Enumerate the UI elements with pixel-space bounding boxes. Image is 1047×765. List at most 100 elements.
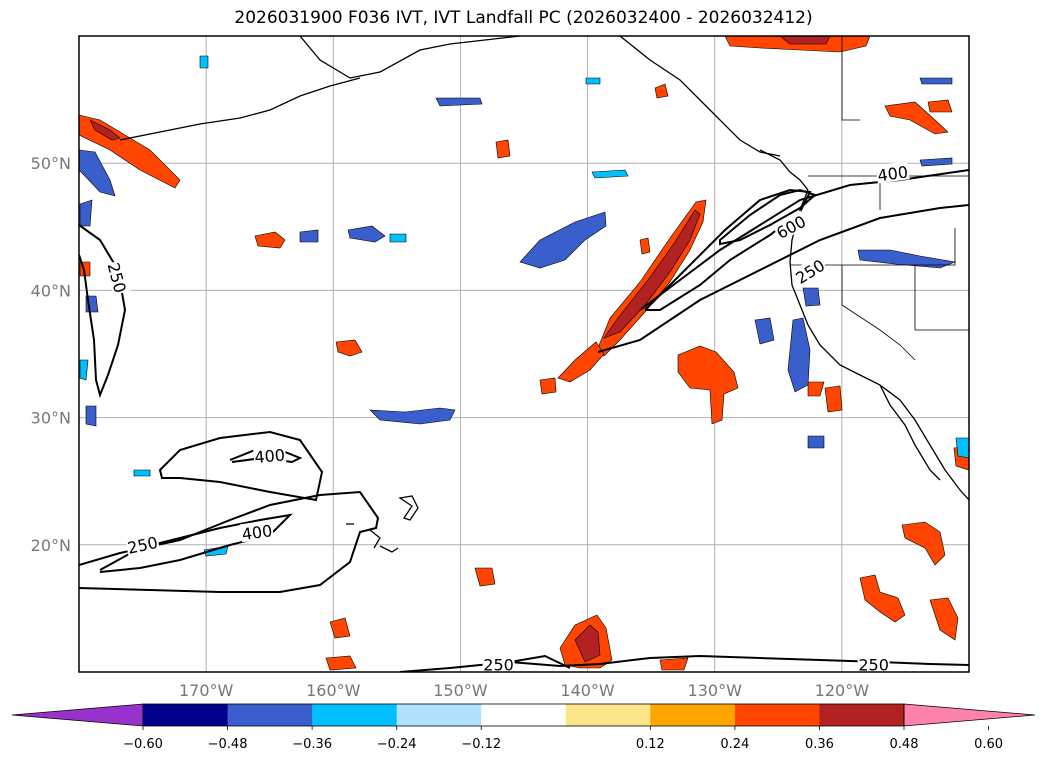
pc-area-misc-11 xyxy=(807,381,825,397)
baja-peninsula xyxy=(879,384,941,481)
pc-area-neg-ca-2 xyxy=(754,317,775,345)
pc-area-misc-13 xyxy=(654,83,669,99)
contour-label: 400 xyxy=(254,445,286,467)
pc-area-ar-tail xyxy=(557,341,605,383)
colorbar-segment xyxy=(312,704,398,726)
contour-label: 250 xyxy=(126,533,160,558)
bc-coast xyxy=(759,149,809,191)
contour-400-c xyxy=(99,513,293,573)
colorbar-tick-label: −0.24 xyxy=(377,737,417,752)
pc-area-hawaii-east xyxy=(677,345,739,425)
colorbar-extend-high xyxy=(903,703,1036,727)
pc-area-neg-misc-1 xyxy=(133,469,151,477)
negative-pc-areas xyxy=(79,55,969,557)
pc-area-top-right-inner xyxy=(779,36,831,45)
pc-area-misc-6 xyxy=(659,657,689,671)
hawaii-islands xyxy=(346,495,419,553)
colorbar-segment xyxy=(227,704,313,726)
lat-tick-label: 30°N xyxy=(31,409,71,428)
contour-label-bg xyxy=(124,531,160,556)
colorbar-tick-label: 0.48 xyxy=(890,737,919,752)
pc-area-se-corner xyxy=(859,574,906,623)
contour-label: 250 xyxy=(104,261,130,295)
colorbar-extend-low xyxy=(11,703,144,727)
lon-tick-label: 140°W xyxy=(560,681,615,700)
contour-250-ar xyxy=(597,204,969,353)
lon-tick-label: 130°W xyxy=(688,681,743,700)
pc-area-neg-w1 xyxy=(299,229,319,243)
pc-area-neg-top-right xyxy=(919,77,953,85)
pc-area-neg-large xyxy=(519,211,607,269)
positive-pc-areas xyxy=(79,36,969,671)
pc-area-ar-core-inner xyxy=(603,209,701,339)
pc-area-baja-south xyxy=(901,521,946,566)
pc-area-neg-n xyxy=(435,97,483,107)
pc-area-misc-7 xyxy=(824,385,843,413)
alaska-panhandle xyxy=(619,36,781,157)
colorbar-segment xyxy=(143,704,229,726)
lon-tick-label: 150°W xyxy=(433,681,488,700)
colorbar xyxy=(11,703,1036,727)
pc-area-misc-10 xyxy=(639,237,651,255)
colorbar-tick-label: 0.24 xyxy=(720,737,749,752)
lon-tick-label: 120°W xyxy=(815,681,870,700)
contour-label: 250 xyxy=(483,655,514,674)
contour-250-bottom-2 xyxy=(509,654,571,669)
pc-area-nw-corner-inner xyxy=(89,119,121,141)
colorbar-segment xyxy=(565,704,651,726)
contour-label: 400 xyxy=(241,521,274,544)
colorbar-tick-label: 0.12 xyxy=(636,737,665,752)
contour-label-bg xyxy=(791,254,828,287)
ivt-contours xyxy=(79,169,969,672)
gridlines xyxy=(79,36,969,672)
pc-area-neg-misc-7 xyxy=(585,77,601,85)
pc-area-oregon-offshore xyxy=(884,101,949,135)
pc-area-misc-12 xyxy=(927,99,953,113)
pc-area-south-center-inner xyxy=(574,624,601,663)
contour-label-bg xyxy=(482,654,515,672)
lon-tick-label: 160°W xyxy=(306,681,361,700)
pc-area-misc-14 xyxy=(539,377,557,395)
colorbar-tick-label: 0.60 xyxy=(974,737,1003,752)
colorbar-segment xyxy=(481,704,567,726)
pc-area-neg-w4 xyxy=(85,405,97,427)
contour-label-bg xyxy=(857,654,890,672)
colorbar-segment xyxy=(396,704,482,726)
contour-label: 250 xyxy=(792,256,828,288)
map-frame xyxy=(78,35,970,673)
pc-area-neg-ca-3 xyxy=(802,287,821,307)
latitude-tick-labels: 50°N 40°N 30°N 20°N xyxy=(31,154,71,555)
longitude-tick-labels: 170°W 160°W 150°W 140°W 130°W 120°W xyxy=(179,681,869,700)
chart-title: 2026031900 F036 IVT, IVT Landfall PC (20… xyxy=(234,8,813,28)
pc-area-neg-misc-3 xyxy=(807,435,825,449)
contour-label-bg xyxy=(252,444,287,466)
aleutian-islands xyxy=(119,77,361,141)
pc-area-neg-small-2 xyxy=(347,225,386,243)
colorbar-tick-label: −0.60 xyxy=(123,737,163,752)
state-borders xyxy=(790,36,969,361)
pc-area-misc-3 xyxy=(474,567,496,587)
lat-tick-label: 50°N xyxy=(31,154,71,173)
colorbar-segment xyxy=(734,704,820,726)
contour-label-bg xyxy=(875,161,910,184)
contour-label: 600 xyxy=(773,212,809,243)
pc-area-misc-5 xyxy=(325,655,357,671)
lon-tick-label: 170°W xyxy=(179,681,234,700)
pc-area-neg-ca-1 xyxy=(787,317,811,393)
contour-label-bg xyxy=(105,259,131,296)
pc-area-misc-2 xyxy=(335,339,363,357)
pc-area-neg-misc-8 xyxy=(199,55,209,69)
colorbar-tick-label: −0.36 xyxy=(292,737,332,752)
colorbar-tick-label: −0.48 xyxy=(208,737,248,752)
alaska-coast xyxy=(299,36,521,79)
pc-area-misc-4 xyxy=(329,617,351,639)
colorbar-segment xyxy=(650,704,736,726)
pc-area-neg-w2 xyxy=(79,199,93,227)
contour-400-ar-inner xyxy=(644,188,812,311)
pc-area-neg-misc-4 xyxy=(389,233,407,243)
lat-tick-label: 40°N xyxy=(31,281,71,300)
colorbar-segment xyxy=(819,704,905,726)
contour-250-south xyxy=(79,490,380,593)
pc-area-neg-misc-6 xyxy=(955,437,969,459)
